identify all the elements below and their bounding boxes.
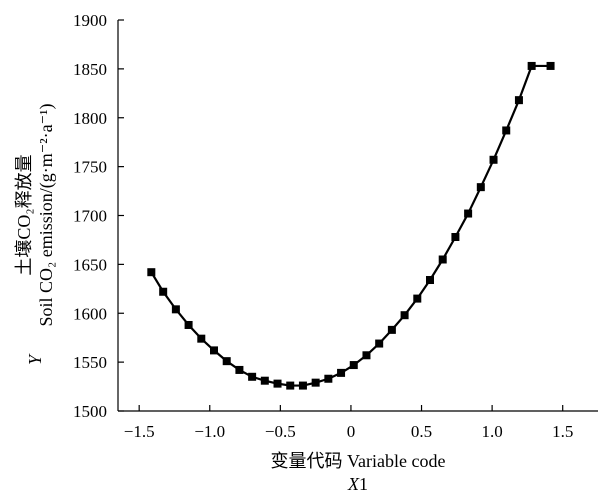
x-tick-label: 0.5 bbox=[411, 422, 432, 441]
data-point bbox=[311, 378, 320, 387]
data-point bbox=[159, 287, 168, 296]
data-point bbox=[273, 379, 282, 388]
y-axis-title-chinese: 土壤CO₂释放量 bbox=[14, 154, 34, 275]
y-tick-label: 1700 bbox=[73, 207, 107, 226]
data-point bbox=[362, 351, 371, 360]
data-point bbox=[260, 376, 269, 385]
y-ticks: 1500 1550 1600 1650 1700 1750 1800 1850 1900 bbox=[73, 11, 124, 421]
y-tick-label: 1500 bbox=[73, 402, 107, 421]
y-tick-label: 1750 bbox=[73, 158, 107, 177]
x-tick-label: 1.0 bbox=[481, 422, 502, 441]
x-tick-label: −1.0 bbox=[194, 422, 225, 441]
y-tick-label: 1900 bbox=[73, 11, 107, 30]
data-point bbox=[502, 126, 511, 135]
data-point bbox=[514, 96, 523, 105]
data-point bbox=[184, 320, 193, 329]
x-tick-label: 0 bbox=[347, 422, 356, 441]
x-ticks: −1.5 −1.0 −0.5 0 0.5 1.0 1.5 bbox=[124, 405, 573, 441]
y-axis-variable: Y bbox=[25, 353, 45, 365]
y-axis-title-line1-group: 土壤CO₂释放量 bbox=[14, 154, 34, 275]
data-point bbox=[375, 339, 384, 348]
x-axis-variable-text: X1 bbox=[347, 474, 368, 494]
x-tick-label: 1.5 bbox=[552, 422, 573, 441]
y-tick-label: 1550 bbox=[73, 353, 107, 372]
data-point bbox=[464, 209, 473, 218]
data-point bbox=[210, 346, 218, 355]
data-point bbox=[349, 361, 358, 370]
data-point bbox=[476, 183, 485, 192]
y-axis-title-line2-group: Soil CO₂ emission/(g·m⁻²·a⁻¹) bbox=[36, 103, 57, 326]
data-point bbox=[387, 325, 396, 334]
data-point bbox=[426, 276, 434, 285]
data-point bbox=[489, 155, 498, 164]
x-axis-variable-subscript: 1 bbox=[359, 474, 368, 494]
data-point bbox=[248, 372, 257, 381]
data-point bbox=[337, 368, 346, 377]
data-point bbox=[546, 61, 555, 70]
data-point bbox=[197, 334, 206, 343]
plot-area bbox=[147, 61, 555, 390]
x-tick-label: −1.5 bbox=[124, 422, 155, 441]
y-tick-label: 1850 bbox=[73, 60, 107, 79]
y-tick-label: 1650 bbox=[73, 255, 107, 274]
data-point bbox=[400, 311, 409, 320]
data-point bbox=[286, 381, 295, 390]
data-point bbox=[527, 61, 536, 70]
data-point bbox=[298, 381, 307, 390]
x-axis-title: 变量代码 Variable code bbox=[271, 451, 446, 471]
data-point bbox=[171, 305, 180, 314]
data-point bbox=[222, 357, 231, 366]
x-axis-variable: X bbox=[347, 474, 360, 494]
x-tick-label: −0.5 bbox=[265, 422, 296, 441]
y-tick-label: 1800 bbox=[73, 109, 107, 128]
y-axis-variable-group: Y bbox=[25, 353, 45, 365]
data-point bbox=[235, 365, 244, 374]
data-point bbox=[324, 374, 333, 383]
y-tick-label: 1600 bbox=[73, 304, 107, 323]
data-point bbox=[413, 294, 422, 303]
series-line bbox=[150, 64, 551, 387]
data-point bbox=[147, 268, 156, 277]
data-point bbox=[438, 255, 447, 264]
y-axis-title-english: Soil CO₂ emission/(g·m⁻²·a⁻¹) bbox=[36, 103, 57, 326]
data-point bbox=[451, 233, 460, 241]
